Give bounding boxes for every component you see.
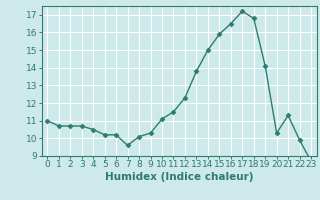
X-axis label: Humidex (Indice chaleur): Humidex (Indice chaleur) <box>105 172 253 182</box>
